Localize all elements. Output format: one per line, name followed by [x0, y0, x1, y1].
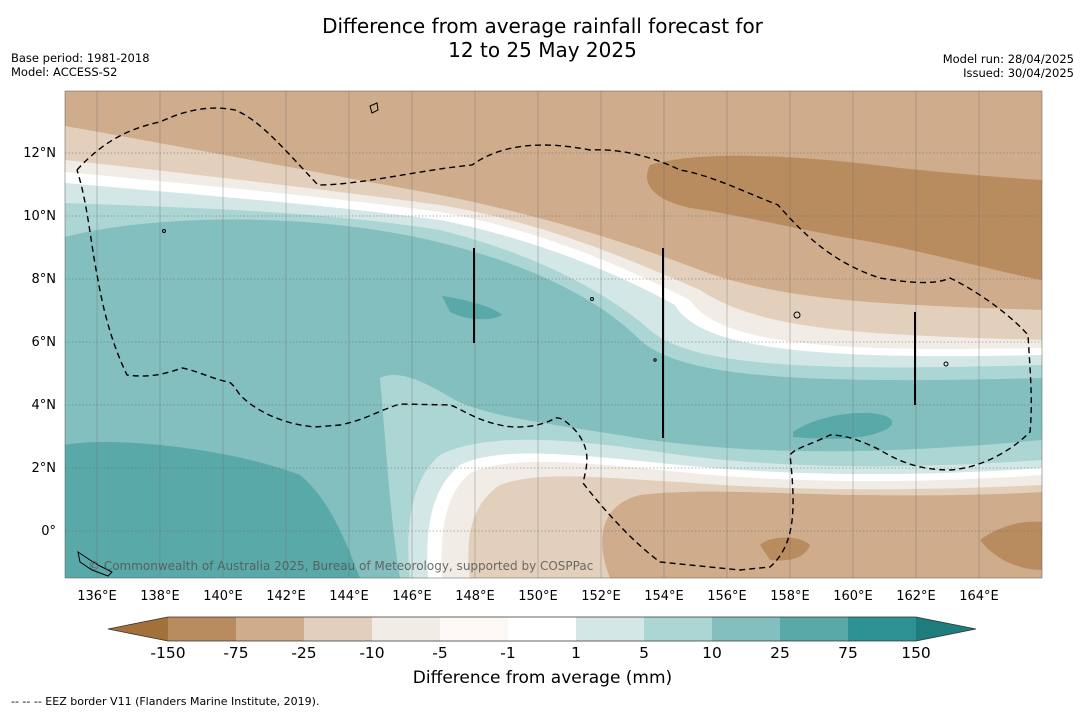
colorbar-swatch — [576, 617, 644, 641]
lat-label: 10°N — [23, 209, 56, 224]
title-line-2: 12 to 25 May 2025 — [448, 38, 637, 62]
colorbar-swatch — [508, 617, 576, 641]
lat-label: 0° — [41, 524, 56, 539]
model-run-text: Model run: 28/04/2025 — [942, 52, 1074, 66]
map-frame — [64, 90, 1043, 579]
colorbar-tick: -25 — [291, 644, 316, 662]
lon-label: 162°E — [896, 589, 936, 604]
colorbar-outline — [107, 616, 977, 642]
colorbar-swatch — [168, 617, 236, 641]
colorbar-tick: 5 — [639, 644, 649, 662]
lon-label: 140°E — [203, 589, 243, 604]
island-outline — [590, 297, 594, 301]
boundary-lines — [473, 248, 916, 438]
lon-label: 160°E — [833, 589, 873, 604]
model-info: Base period: 1981-2018 Model: ACCESS-S2 — [11, 51, 150, 79]
run-info: Model run: 28/04/2025 Issued: 30/04/2025 — [943, 52, 1074, 80]
model-text: Model: ACCESS-S2 — [11, 65, 118, 79]
lon-label: 144°E — [329, 589, 369, 604]
patch-plus25-plus75 — [793, 412, 893, 439]
colorbar-tick: -1 — [500, 644, 515, 662]
island-outline — [943, 361, 949, 367]
patch-minus150-minus75 — [646, 155, 1042, 280]
colorbar-tick: -150 — [150, 644, 185, 662]
island-outline — [653, 358, 657, 362]
patch-minus150-minus75 — [760, 537, 810, 561]
latitude-labels: 12°N 10°N 8°N 6°N 4°N 2°N 0° — [23, 146, 56, 539]
lon-label: 142°E — [266, 589, 306, 604]
colorbar-tick: 10 — [702, 644, 722, 662]
colorbar-tick: -10 — [359, 644, 384, 662]
patch-minus150-minus75 — [980, 521, 1042, 570]
colorbar-arrow-high — [916, 617, 976, 641]
eez-legend-note: -- -- -- EEZ border V11 (Flanders Marine… — [11, 695, 320, 708]
colorbar-swatch — [372, 617, 440, 641]
lon-label: 136°E — [77, 589, 117, 604]
colorbar: -150 -75 -25 -10 -5 -1 1 5 10 25 75 150 — [107, 616, 977, 662]
lon-label: 146°E — [392, 589, 432, 604]
lon-label: 158°E — [770, 589, 810, 604]
lat-label: 8°N — [32, 272, 57, 287]
lon-label: 150°E — [518, 589, 558, 604]
colorbar-tick: 25 — [770, 644, 790, 662]
lon-label: 154°E — [644, 589, 684, 604]
colorbar-swatch — [644, 617, 712, 641]
forecast-field — [65, 91, 1042, 578]
colorbar-tick: 75 — [838, 644, 858, 662]
lat-label: 6°N — [32, 335, 57, 350]
colorbar-tick: 150 — [901, 644, 931, 662]
eez-border-path — [76, 107, 1032, 571]
lat-label: 4°N — [32, 398, 57, 413]
island-outline — [793, 311, 801, 319]
colorbar-tick: -75 — [223, 644, 248, 662]
title-line-1: Difference from average rainfall forecas… — [322, 14, 763, 38]
island-outline — [77, 550, 113, 577]
island-outline — [162, 229, 166, 233]
islands — [77, 102, 949, 577]
patch-plus25-plus75 — [442, 296, 502, 320]
colorbar-arrow-low — [108, 617, 168, 641]
lat-label: 12°N — [23, 146, 56, 161]
colorbar-tick: -5 — [432, 644, 447, 662]
eez-border — [76, 107, 1032, 571]
lon-label: 164°E — [959, 589, 999, 604]
colorbar-swatch — [712, 617, 780, 641]
lon-label: 156°E — [707, 589, 747, 604]
island-outline — [369, 102, 379, 114]
lon-label: 138°E — [140, 589, 180, 604]
lon-label: 148°E — [455, 589, 495, 604]
colorbar-swatch — [304, 617, 372, 641]
colorbar-swatch — [848, 617, 916, 641]
map-title: Difference from average rainfall forecas… — [0, 14, 1085, 62]
colorbar-tick: 1 — [571, 644, 581, 662]
colorbar-swatch — [780, 617, 848, 641]
base-period-text: Base period: 1981-2018 — [11, 51, 150, 65]
longitude-labels: 136°E 138°E 140°E 142°E 144°E 146°E 148°… — [77, 589, 999, 604]
band-south-minus75-minus25 — [602, 491, 1042, 578]
lat-label: 2°N — [32, 461, 57, 476]
colorbar-swatch — [440, 617, 508, 641]
copyright-text: © Commonwealth of Australia 2025, Bureau… — [88, 559, 593, 573]
issued-text: Issued: 30/04/2025 — [963, 66, 1074, 80]
colorbar-swatch — [236, 617, 304, 641]
lon-label: 152°E — [581, 589, 621, 604]
colorbar-title: Difference from average (mm) — [412, 668, 673, 688]
